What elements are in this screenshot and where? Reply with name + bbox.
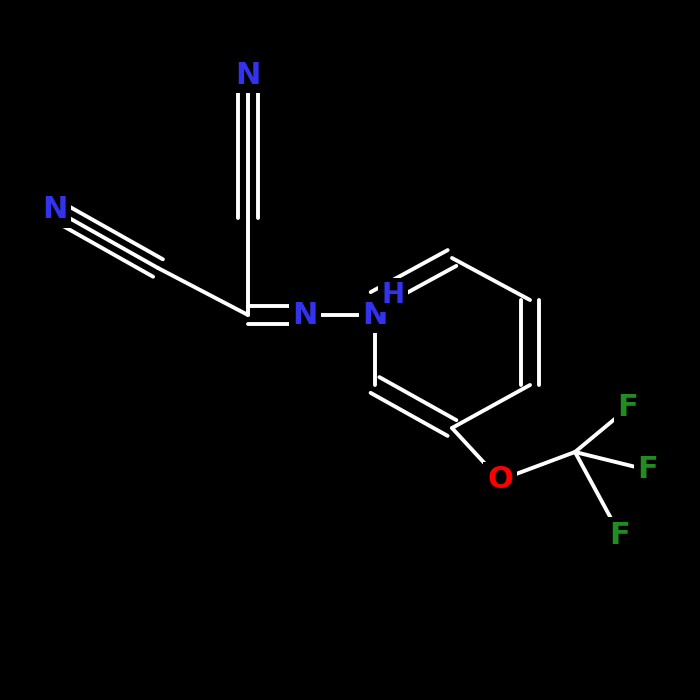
- Text: F: F: [638, 456, 659, 484]
- Text: N: N: [42, 195, 68, 225]
- Text: F: F: [610, 521, 631, 550]
- Text: H: H: [382, 281, 405, 309]
- Text: N: N: [235, 60, 260, 90]
- Text: N: N: [293, 300, 318, 330]
- Text: N: N: [363, 300, 388, 330]
- Text: O: O: [487, 466, 513, 494]
- Text: F: F: [617, 393, 638, 423]
